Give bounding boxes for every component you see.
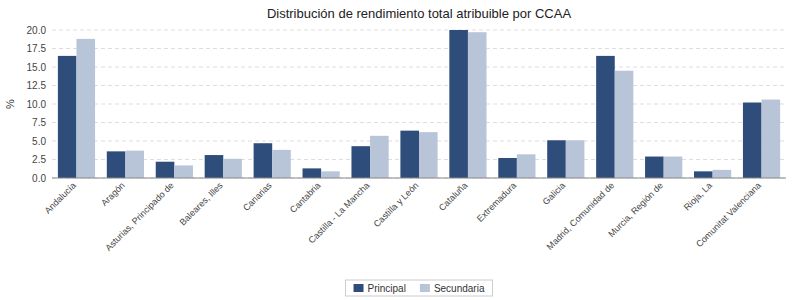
bar — [272, 150, 291, 178]
bar — [615, 71, 634, 178]
y-tick-label: 10.0 — [27, 99, 47, 110]
x-tick-label: Canarias — [241, 180, 274, 213]
x-tick-label: Andalucía — [43, 180, 78, 215]
bar — [743, 103, 762, 178]
bar — [498, 158, 517, 178]
y-tick-label: 0.0 — [32, 173, 46, 184]
bar — [645, 157, 664, 178]
grid-line — [52, 178, 786, 179]
legend-label: Principal — [368, 283, 406, 294]
bar — [419, 132, 438, 178]
bar — [596, 56, 615, 178]
bar — [76, 39, 95, 178]
x-tick-label: Murcia, Región de — [606, 180, 665, 239]
x-tick-label: Comunitat Valenciana — [694, 180, 763, 249]
bar — [566, 140, 585, 178]
bar — [321, 171, 340, 178]
grid-line — [52, 85, 786, 86]
x-tick-label: Rioja, La — [682, 180, 714, 212]
y-tick-label: 20.0 — [27, 25, 47, 36]
bar — [517, 154, 536, 178]
bar — [713, 170, 732, 178]
bar — [125, 151, 144, 178]
bar — [254, 143, 273, 178]
bar — [205, 155, 224, 178]
y-tick-label: 5.0 — [32, 136, 46, 147]
x-tick-label: Aragón — [99, 180, 127, 208]
x-tick-label: Cataluña — [437, 180, 470, 213]
bar — [400, 131, 419, 178]
bar — [449, 30, 468, 178]
bar — [351, 146, 370, 178]
bar — [174, 165, 193, 178]
legend-swatch — [354, 284, 364, 292]
bar — [303, 168, 322, 178]
grid-line — [52, 122, 786, 123]
y-tick-label: 2.5 — [32, 154, 46, 165]
grid-line — [52, 48, 786, 49]
y-axis-label: % — [4, 99, 16, 109]
y-grid — [52, 30, 786, 178]
bar — [468, 32, 487, 178]
grid-line — [52, 67, 786, 68]
x-tick-label: Baleares, Illes — [178, 180, 225, 227]
bars — [58, 30, 780, 178]
bar — [58, 56, 77, 178]
bar — [664, 157, 683, 178]
bar — [762, 100, 781, 178]
legend-frame — [346, 280, 493, 296]
x-tick-label: Extremadura — [475, 180, 519, 224]
x-axis-line — [52, 178, 786, 179]
legend-swatch — [420, 284, 430, 292]
bar — [370, 136, 389, 178]
chart: Distribución de rendimiento total atribu… — [0, 0, 800, 300]
y-tick-label: 15.0 — [27, 62, 47, 73]
legend-label: Secundaria — [434, 283, 485, 294]
grid-line — [52, 104, 786, 105]
grid-line — [52, 30, 786, 31]
x-tick-label: Castilla y León — [372, 180, 421, 229]
x-tick-label: Cantabria — [288, 180, 323, 215]
y-tick-label: 12.5 — [27, 80, 47, 91]
bar — [694, 171, 713, 178]
chart-title: Distribución de rendimiento total atribu… — [267, 6, 572, 21]
x-tick-label: Galicia — [541, 180, 568, 207]
x-tick-label: Madrid, Comunidad de — [545, 180, 616, 251]
x-tick-label: Asturias, Principado de — [103, 180, 176, 253]
bar — [156, 162, 175, 178]
y-tick-label: 7.5 — [32, 117, 46, 128]
bar — [223, 159, 242, 178]
legend: Principal Secundaria — [346, 280, 493, 296]
bar — [107, 151, 126, 178]
y-tick-label: 17.5 — [27, 43, 47, 54]
bar — [547, 140, 566, 178]
x-tick-label: Castilla - La Mancha — [306, 180, 371, 245]
